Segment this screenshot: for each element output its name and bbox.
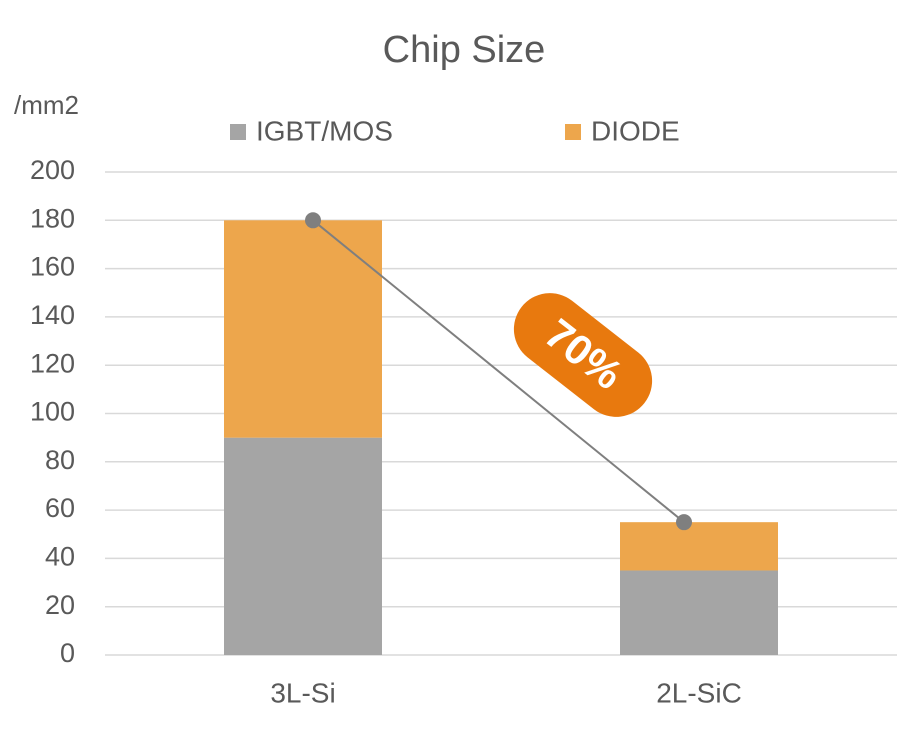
y-tick-label: 0 — [60, 638, 75, 668]
total-marker — [305, 212, 321, 229]
legend-swatch — [230, 124, 246, 140]
y-tick-label: 40 — [45, 542, 75, 572]
bar-segment — [224, 220, 382, 438]
legend-swatch — [565, 124, 581, 140]
bar-segment — [224, 437, 382, 655]
legend-label: DIODE — [591, 115, 680, 146]
chart-title: Chip Size — [383, 29, 546, 71]
y-tick-label: 80 — [45, 445, 75, 475]
y-tick-label: 60 — [45, 493, 75, 523]
y-tick-label: 140 — [30, 300, 75, 330]
x-tick-label: 2L-SiC — [656, 677, 742, 708]
legend-label: IGBT/MOS — [256, 115, 393, 146]
y-tick-label: 120 — [30, 348, 75, 378]
x-tick-label: 3L-Si — [270, 677, 335, 708]
y-tick-label: 20 — [45, 590, 75, 620]
y-tick-label: 160 — [30, 252, 75, 282]
y-tick-label: 180 — [30, 203, 75, 233]
bar-segment — [620, 570, 778, 655]
y-tick-label: 200 — [30, 155, 75, 185]
badge-shape — [513, 293, 653, 417]
y-axis-label: /mm2 — [14, 90, 79, 120]
y-tick-label: 100 — [30, 397, 75, 427]
bar-segment — [620, 522, 778, 571]
total-marker — [676, 514, 692, 531]
connector-line — [312, 219, 685, 523]
